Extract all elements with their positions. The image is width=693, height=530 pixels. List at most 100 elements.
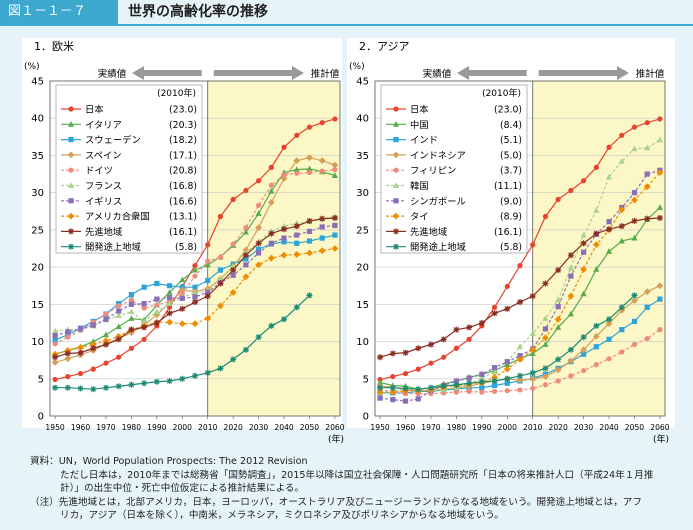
data-point (593, 344, 599, 350)
data-point (128, 297, 135, 303)
projected-label: 推計値 (311, 68, 340, 80)
data-point (204, 369, 211, 376)
data-point (503, 365, 511, 373)
data-point (255, 246, 262, 252)
data-point (453, 381, 460, 388)
data-point (529, 369, 536, 376)
x-tick-label: 2020 (548, 423, 567, 432)
legend-item: 中国 (8.4) (386, 119, 522, 131)
legend-marker (392, 151, 400, 159)
data-point (331, 172, 339, 178)
data-point (243, 256, 249, 262)
data-point (606, 356, 612, 362)
data-point (644, 144, 651, 151)
data-point (657, 296, 663, 302)
data-point (644, 335, 650, 342)
data-point (606, 336, 612, 342)
data-point (255, 250, 262, 256)
data-point (415, 345, 422, 352)
data-point (77, 385, 84, 392)
legend-marker (392, 121, 400, 127)
data-point (555, 324, 562, 330)
data-point (542, 341, 549, 347)
data-point (77, 344, 84, 351)
data-point (306, 228, 313, 234)
data-point (141, 324, 148, 331)
actual-arrow (457, 66, 527, 80)
legend-marker (392, 212, 400, 220)
data-point (466, 375, 472, 381)
data-point (268, 240, 274, 246)
legend-marker (68, 106, 74, 112)
data-point (554, 315, 562, 323)
legend-name: ドイツ (85, 166, 113, 177)
data-point (318, 247, 326, 255)
data-point (491, 388, 498, 395)
data-point (567, 310, 574, 317)
note-text-2: リカ，アジア（日本を除く），中南米，メラネシア，ミクロネシア及びポリネシアからな… (60, 510, 504, 521)
data-point (293, 166, 300, 172)
data-point (427, 341, 434, 348)
x-tick-label: 2020 (223, 423, 242, 432)
data-point (217, 213, 224, 220)
data-point (280, 251, 288, 259)
panel-title: 2．アジア (359, 40, 410, 53)
data-point (294, 232, 300, 238)
data-point (643, 183, 651, 191)
data-point (504, 388, 510, 394)
data-point (178, 320, 186, 328)
x-tick-label: 2030 (574, 423, 593, 432)
data-point (230, 196, 236, 202)
data-point (332, 166, 338, 173)
data-point (331, 214, 338, 221)
data-point (281, 226, 288, 233)
data-point (567, 346, 574, 353)
data-point (479, 385, 485, 391)
data-point (619, 327, 625, 333)
data-point (567, 357, 575, 365)
data-point (255, 202, 262, 208)
data-point (306, 238, 313, 244)
data-point (542, 382, 549, 388)
data-point (606, 144, 612, 150)
y-tick-label: 45 (356, 77, 369, 88)
legend-item: 開発途上地域 (5.8) (61, 241, 197, 253)
data-point (504, 380, 510, 386)
series-先進地域 (377, 214, 663, 361)
data-point (179, 375, 186, 382)
data-point (390, 397, 396, 403)
data-point (555, 267, 562, 274)
series-日本 (377, 116, 663, 383)
data-point (377, 354, 384, 361)
legend-name: インド (410, 135, 438, 146)
plot-border (374, 80, 666, 417)
x-tick-label: 1960 (71, 423, 90, 432)
data-point (605, 320, 613, 328)
figure-title: 世界の高齢化率の推移 (128, 4, 268, 20)
data-point (644, 120, 650, 126)
x-tick-label: 1990 (472, 423, 491, 432)
data-point (116, 308, 122, 314)
legend-value: (9.0) (500, 196, 522, 207)
data-point (243, 187, 249, 194)
data-point (529, 330, 536, 336)
legend-item: 先進地域 (16.1) (386, 226, 522, 238)
legend-marker (393, 228, 399, 235)
data-point (154, 296, 160, 302)
data-point (268, 230, 275, 237)
data-point (606, 226, 613, 233)
data-point (618, 223, 625, 230)
data-point (479, 371, 485, 377)
note-text-1: 先進地域とは，北部アメリカ，日本，ヨーロッパ，オーストラリア及びニュージーランド… (58, 496, 642, 508)
data-point (567, 292, 575, 300)
data-point (281, 239, 287, 245)
data-point (204, 261, 211, 268)
legend-marker (393, 167, 399, 173)
data-point (90, 338, 97, 344)
data-point (466, 336, 472, 342)
y-tick-label: 5 (38, 374, 44, 385)
data-point (542, 213, 549, 220)
data-point (102, 331, 110, 338)
data-point (580, 290, 587, 297)
data-point (319, 224, 325, 230)
